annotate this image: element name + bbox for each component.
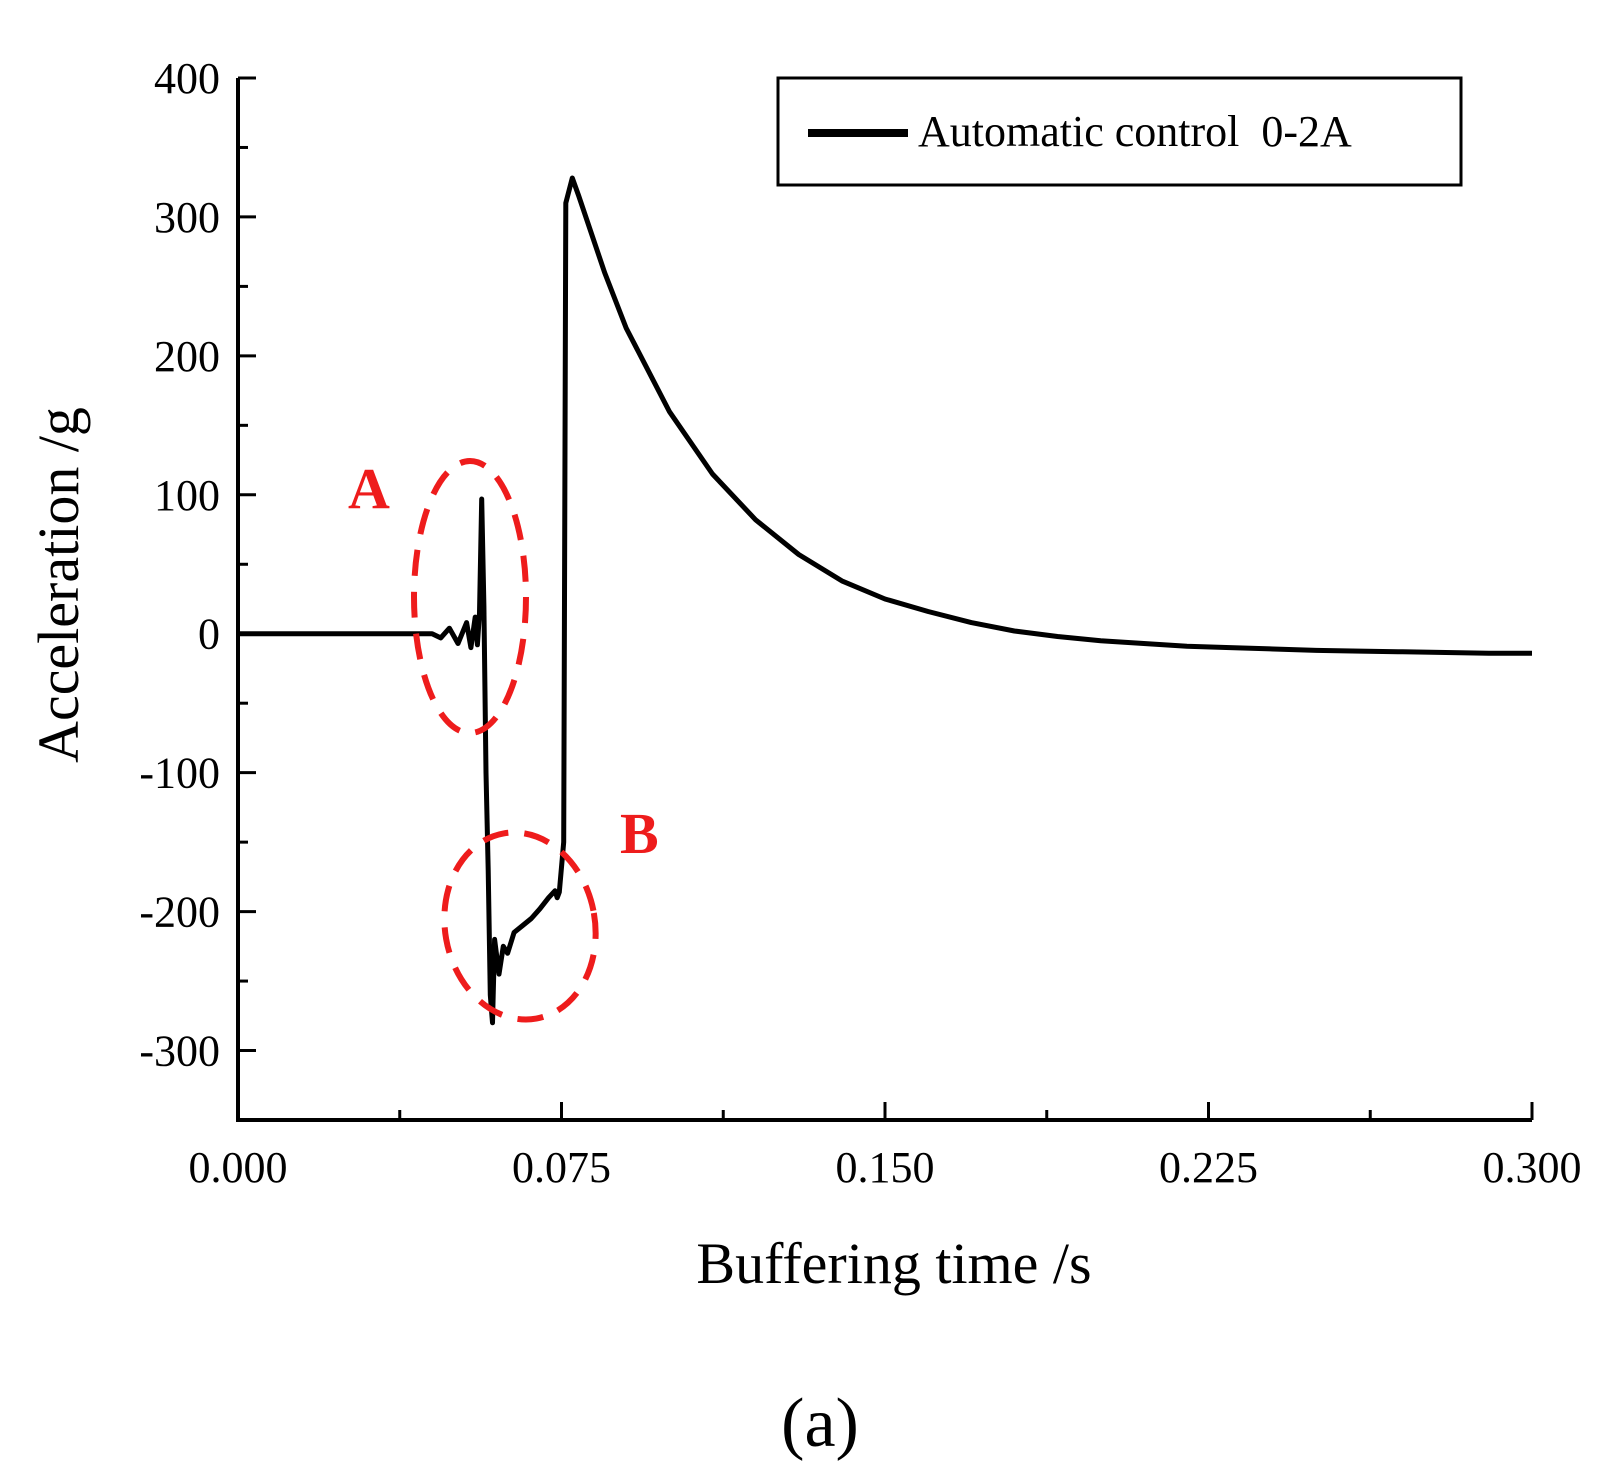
y-tick-label: -200 <box>139 888 220 937</box>
y-axis-label: Acceleration /g <box>26 407 91 763</box>
x-tick-label: 0.300 <box>1483 1143 1582 1192</box>
y-tick-label: 400 <box>154 54 220 103</box>
x-tick-label: 0.150 <box>836 1143 935 1192</box>
legend-entry-label: Automatic control 0-2A <box>918 107 1352 156</box>
x-tick-label: 0.000 <box>189 1143 288 1192</box>
x-axis-label: Buffering time /s <box>696 1231 1091 1296</box>
series-line-automatic-control <box>238 175 1532 1026</box>
x-tick-label: 0.075 <box>512 1143 611 1192</box>
y-tick-label: -100 <box>139 749 220 798</box>
y-axis-ticks: -300 -200 -100 0 100 200 300 400 <box>139 54 256 1122</box>
y-tick-label: 0 <box>198 610 220 659</box>
annotation-ellipse-a <box>411 458 529 736</box>
panel-label: (a) <box>781 1385 859 1462</box>
annotation-label-a: A <box>348 456 390 521</box>
y-tick-label: -300 <box>139 1027 220 1076</box>
y-tick-label: 100 <box>154 471 220 520</box>
annotation-ellipse-b <box>441 829 599 1023</box>
y-tick-label: 300 <box>154 193 220 242</box>
legend: Automatic control 0-2A <box>776 76 1463 187</box>
x-tick-label: 0.225 <box>1159 1143 1258 1192</box>
x-axis-ticks: 0.000 0.075 0.150 0.225 0.300 <box>189 1102 1582 1192</box>
y-tick-label: 200 <box>154 332 220 381</box>
annotation-label-b: B <box>620 801 659 866</box>
